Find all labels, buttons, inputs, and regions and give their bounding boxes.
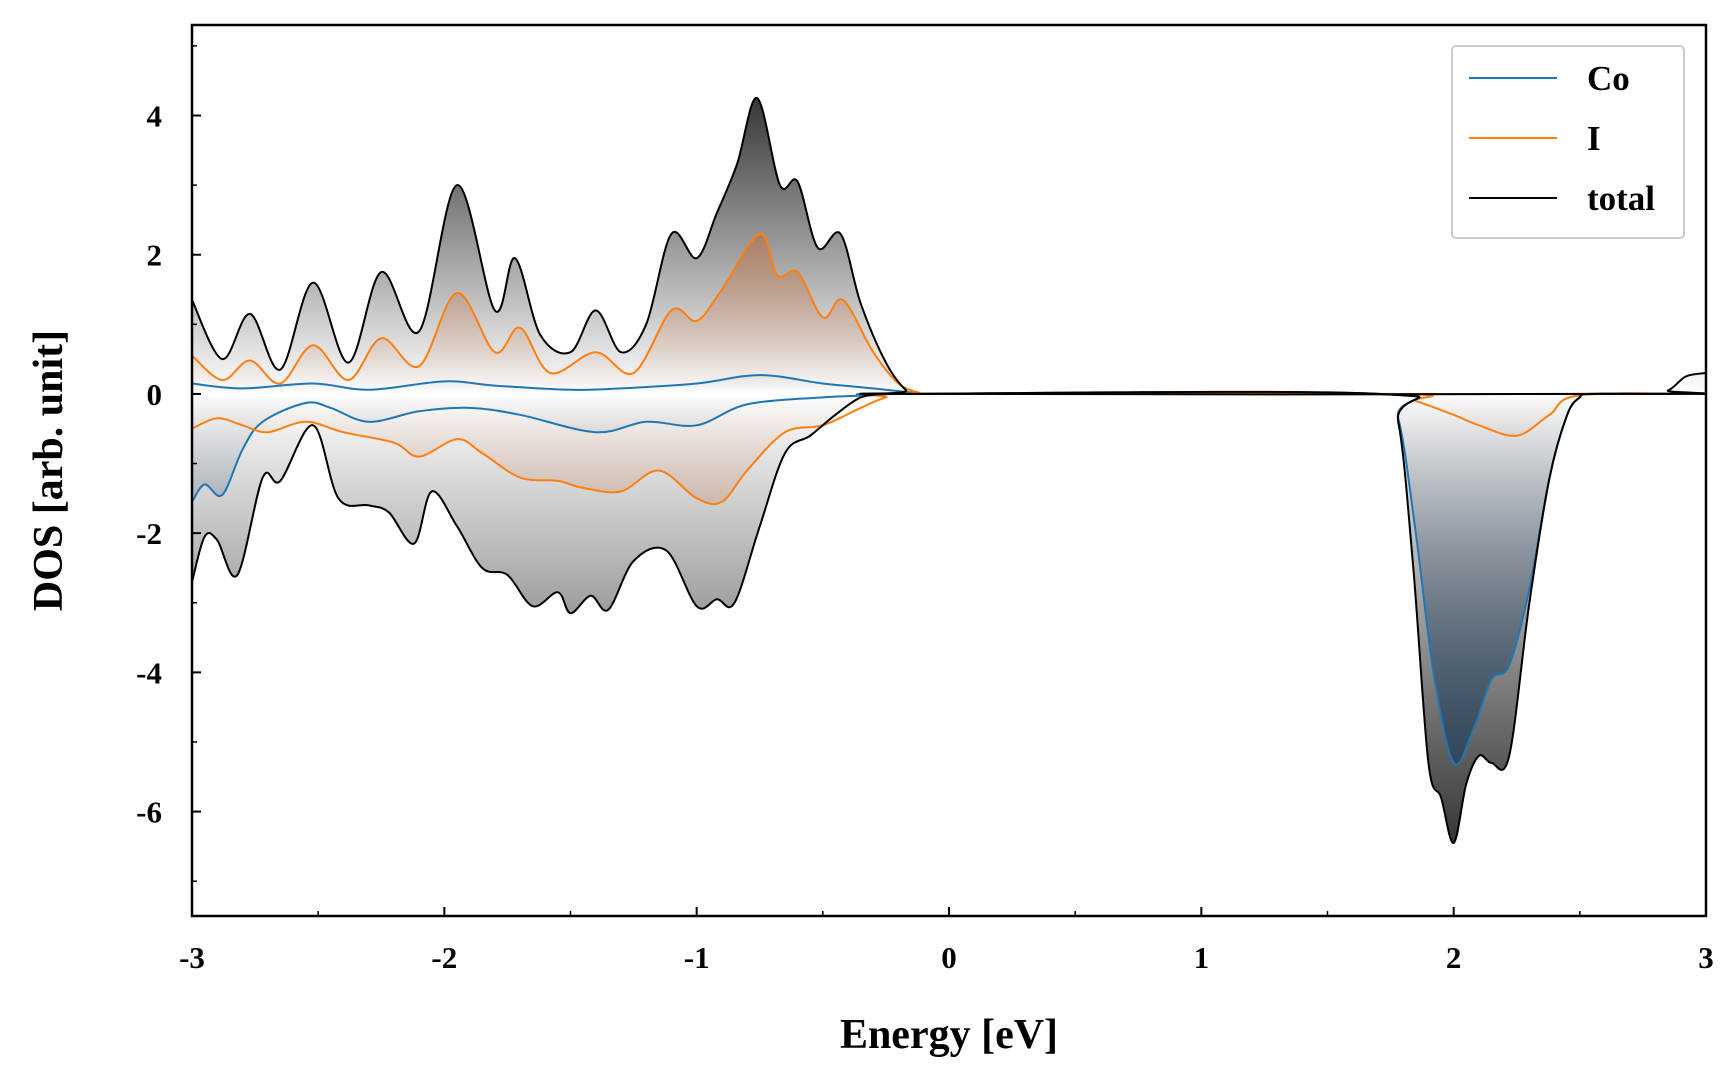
y-tick-label: -6 bbox=[136, 795, 162, 830]
legend-label-co: Co bbox=[1587, 59, 1630, 98]
x-tick-label: -3 bbox=[179, 940, 205, 975]
co-spin-up-fill bbox=[192, 375, 1706, 395]
y-tick-label: 2 bbox=[147, 238, 163, 273]
co-spin-down-fill bbox=[192, 392, 1706, 765]
x-tick-label: 3 bbox=[1698, 940, 1714, 975]
y-tick-label: -2 bbox=[136, 516, 162, 551]
x-axis-label: Energy [eV] bbox=[840, 1012, 1058, 1058]
x-tick-label: 2 bbox=[1446, 940, 1462, 975]
area-fills bbox=[192, 97, 1706, 844]
total-spin-up-fill bbox=[192, 97, 1706, 395]
x-tick-label: -1 bbox=[684, 940, 710, 975]
x-tick-label: 0 bbox=[941, 940, 957, 975]
total-spin-down-fill bbox=[192, 391, 1706, 844]
legend-label-i: I bbox=[1587, 119, 1601, 158]
axis-ticks: -3 -2 -1 0 1 2 3 -6 -4 -2 0 2 4 bbox=[136, 45, 1714, 975]
y-tick-label: 4 bbox=[147, 98, 163, 133]
legend-box bbox=[1451, 45, 1685, 239]
y-axis-label: DOS [arb. unit] bbox=[26, 330, 72, 611]
total-spin-down-line bbox=[192, 390, 1706, 844]
i-spin-down-line bbox=[192, 392, 1706, 506]
series-lines bbox=[192, 97, 1706, 844]
x-tick-label: -2 bbox=[431, 940, 457, 975]
y-tick-label: 0 bbox=[147, 377, 163, 412]
y-tick-label: -4 bbox=[136, 655, 162, 690]
x-tick-label: 1 bbox=[1194, 940, 1210, 975]
legend-label-total: total bbox=[1587, 179, 1655, 218]
